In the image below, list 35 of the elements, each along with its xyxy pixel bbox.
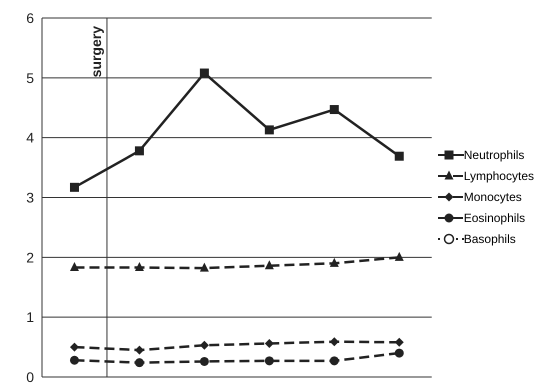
point [330,105,339,114]
point [264,338,274,348]
point [330,356,339,366]
point [200,262,209,272]
y-tick-label: 3 [26,189,34,206]
y-tick-label: 2 [26,249,34,266]
point [70,356,79,365]
legend-label: Basophils [464,232,516,246]
point [134,262,144,272]
point [70,182,79,192]
legend-label: Monocytes [464,190,522,204]
point [394,252,404,261]
point [264,260,274,270]
point [394,152,404,161]
y-tick-label: 6 [26,10,34,26]
point [70,342,79,352]
point [330,258,339,267]
legend-label: Neutrophils [464,148,524,162]
y-tick-label: 1 [26,309,34,326]
annotation: surgery [88,26,104,78]
y-tick-label: 5 [26,70,34,86]
point [200,340,209,350]
point [70,262,79,272]
y-tick-label: 0 [26,368,34,385]
y-tick-label: 4 [26,130,34,146]
point [134,358,144,368]
legend-label: Lymphocytes [464,168,534,182]
point [200,356,209,366]
point [200,68,209,78]
point [134,346,144,355]
legend-label: Eosinophils [464,210,526,224]
point [394,348,404,358]
point [134,146,144,156]
point [264,125,274,134]
point [264,356,274,366]
